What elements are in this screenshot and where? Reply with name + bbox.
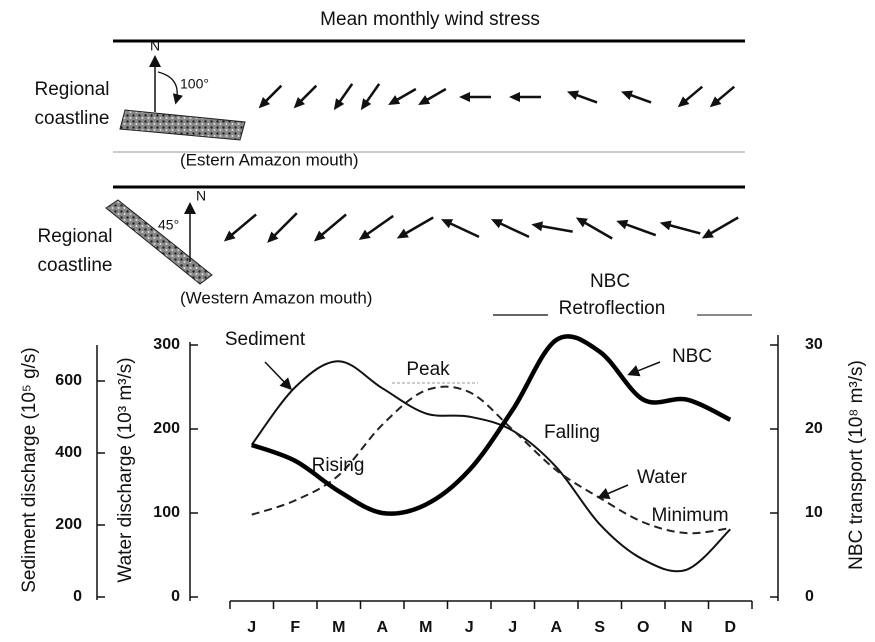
coastline xyxy=(106,200,212,284)
x-tick-label: N xyxy=(681,619,693,636)
wind-arrow-head xyxy=(509,92,520,102)
tick-label: 200 xyxy=(55,516,82,533)
title: Mean monthly wind stress xyxy=(320,9,540,30)
series-label: Water xyxy=(637,467,688,488)
x-tick-label: F xyxy=(290,619,300,636)
y3-label: Sediment discharge (10⁵ g/s) xyxy=(19,347,40,593)
label-pointer xyxy=(265,362,290,388)
wind-arrow-head xyxy=(531,221,543,231)
annotation: Minimum xyxy=(651,505,728,526)
annotation: Peak xyxy=(406,359,450,380)
series-label: NBC xyxy=(672,346,712,367)
wind-arrow xyxy=(364,216,393,237)
wind-arrow xyxy=(707,218,738,236)
coastline-label: coastline xyxy=(38,255,113,276)
x-tick-label: M xyxy=(419,619,432,636)
annotation: Rising xyxy=(312,455,365,476)
x-tick-label: A xyxy=(376,619,388,636)
caption: (Estern Amazon mouth) xyxy=(180,150,359,169)
angle-arc xyxy=(158,72,177,102)
wind-arrow-head xyxy=(334,98,344,110)
coastline-label: Regional xyxy=(38,226,113,247)
tick-label: 100 xyxy=(153,504,180,521)
x-tick-label: J xyxy=(465,619,474,636)
north-label: N xyxy=(196,188,206,204)
label-pointer xyxy=(630,362,660,374)
label-pointer xyxy=(600,485,628,497)
wind-arrow xyxy=(537,225,572,231)
retroflection-label: NBC xyxy=(590,271,630,292)
wind-arrow xyxy=(271,213,296,238)
wind-arrow-head xyxy=(359,230,371,240)
y2-label: NBC transport (10⁸ m³/s) xyxy=(846,360,867,570)
coastline xyxy=(120,110,245,140)
figure: Mean monthly wind stress Regional coastl… xyxy=(0,0,875,642)
x-tick-label: A xyxy=(550,619,562,636)
wind-arrow xyxy=(402,218,433,236)
wind-arrow-head xyxy=(621,91,633,100)
coastline-label: Regional xyxy=(35,79,110,100)
wind-arrow-head xyxy=(660,221,672,231)
wind-arrow xyxy=(229,215,257,238)
tick-label: 400 xyxy=(55,444,82,461)
x-tick-label: S xyxy=(594,619,605,636)
tick-label: 300 xyxy=(153,336,180,353)
wind-arrow-head xyxy=(567,91,579,100)
tick-label: 30 xyxy=(805,336,823,353)
wind-arrow xyxy=(319,215,347,238)
wind-arrow-head xyxy=(616,220,628,229)
x-tick-label: D xyxy=(724,619,736,636)
angle-label: 45° xyxy=(158,217,179,233)
x-tick-label: J xyxy=(508,619,517,636)
tick-label: 0 xyxy=(171,588,180,605)
north-label: N xyxy=(150,38,160,54)
x-tick-label: J xyxy=(247,619,256,636)
tick-label: 200 xyxy=(153,420,180,437)
wind-arrow xyxy=(666,224,701,233)
tick-label: 0 xyxy=(805,588,814,605)
wind-arrow-head xyxy=(459,92,470,102)
wind-arrow-head xyxy=(361,98,371,110)
wind-arrow xyxy=(496,222,529,237)
x-tick-label: O xyxy=(637,619,649,636)
tick-label: 20 xyxy=(805,420,823,437)
tick-label: 10 xyxy=(805,504,823,521)
annotation: Falling xyxy=(544,422,600,443)
coastline-label: coastline xyxy=(35,108,110,129)
wind-arrow xyxy=(446,222,479,237)
y-label: Water discharge (10³ m³/s) xyxy=(115,357,136,582)
wind-arrow xyxy=(581,221,612,239)
series-label: Sediment xyxy=(225,329,306,350)
tick-label: 0 xyxy=(73,588,82,605)
wind-arrow xyxy=(622,223,656,235)
x-tick-label: M xyxy=(332,619,345,636)
tick-label: 600 xyxy=(55,372,82,389)
caption: (Western Amazon mouth) xyxy=(180,288,372,307)
retroflection-label: Retroflection xyxy=(559,298,666,319)
angle-label: 100° xyxy=(180,76,209,92)
page: Mean monthly wind stress Regional coastl… xyxy=(0,0,875,642)
